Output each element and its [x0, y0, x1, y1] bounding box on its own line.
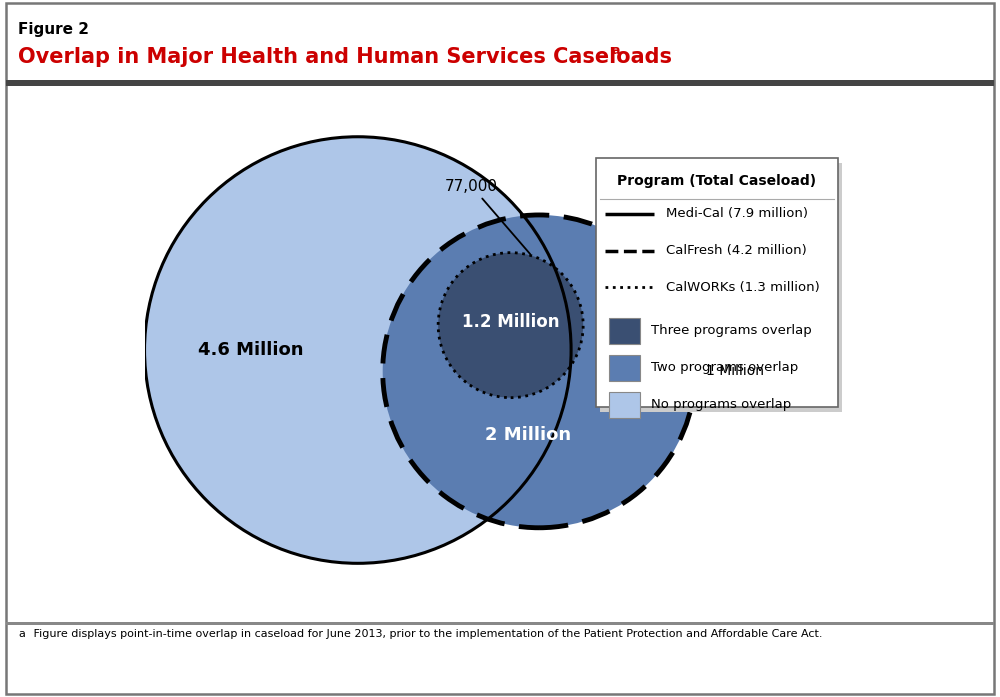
Text: Overlap in Major Health and Human Services Caseloads: Overlap in Major Health and Human Servic… — [18, 47, 672, 68]
Text: 1.2 Million: 1.2 Million — [462, 312, 559, 330]
Text: a: a — [18, 629, 25, 639]
FancyBboxPatch shape — [596, 158, 838, 407]
Circle shape — [383, 215, 696, 528]
Text: a: a — [611, 44, 620, 57]
Bar — [609, 355, 640, 381]
Text: 2 Million: 2 Million — [485, 427, 572, 445]
Text: CalFresh (4.2 million): CalFresh (4.2 million) — [666, 244, 806, 257]
Text: Figure displays point-in-time overlap in caseload for June 2013, prior to the im: Figure displays point-in-time overlap in… — [30, 629, 822, 639]
Text: Figure 2: Figure 2 — [18, 22, 89, 38]
Circle shape — [145, 137, 571, 563]
Text: Program (Total Caseload): Program (Total Caseload) — [617, 174, 816, 187]
Bar — [609, 318, 640, 344]
Text: Two programs overlap: Two programs overlap — [651, 360, 799, 374]
Text: 77,000: 77,000 — [445, 178, 530, 254]
Text: CalWORKs (1.3 million): CalWORKs (1.3 million) — [666, 281, 819, 294]
Bar — [609, 392, 640, 418]
FancyBboxPatch shape — [600, 163, 842, 412]
Text: No programs overlap: No programs overlap — [651, 397, 792, 411]
Circle shape — [438, 252, 583, 398]
Text: Three programs overlap: Three programs overlap — [651, 323, 812, 337]
Text: 4.6 Million: 4.6 Million — [198, 341, 304, 359]
Text: 1 Million: 1 Million — [706, 365, 764, 378]
Text: Medi-Cal (7.9 million): Medi-Cal (7.9 million) — [666, 207, 808, 220]
